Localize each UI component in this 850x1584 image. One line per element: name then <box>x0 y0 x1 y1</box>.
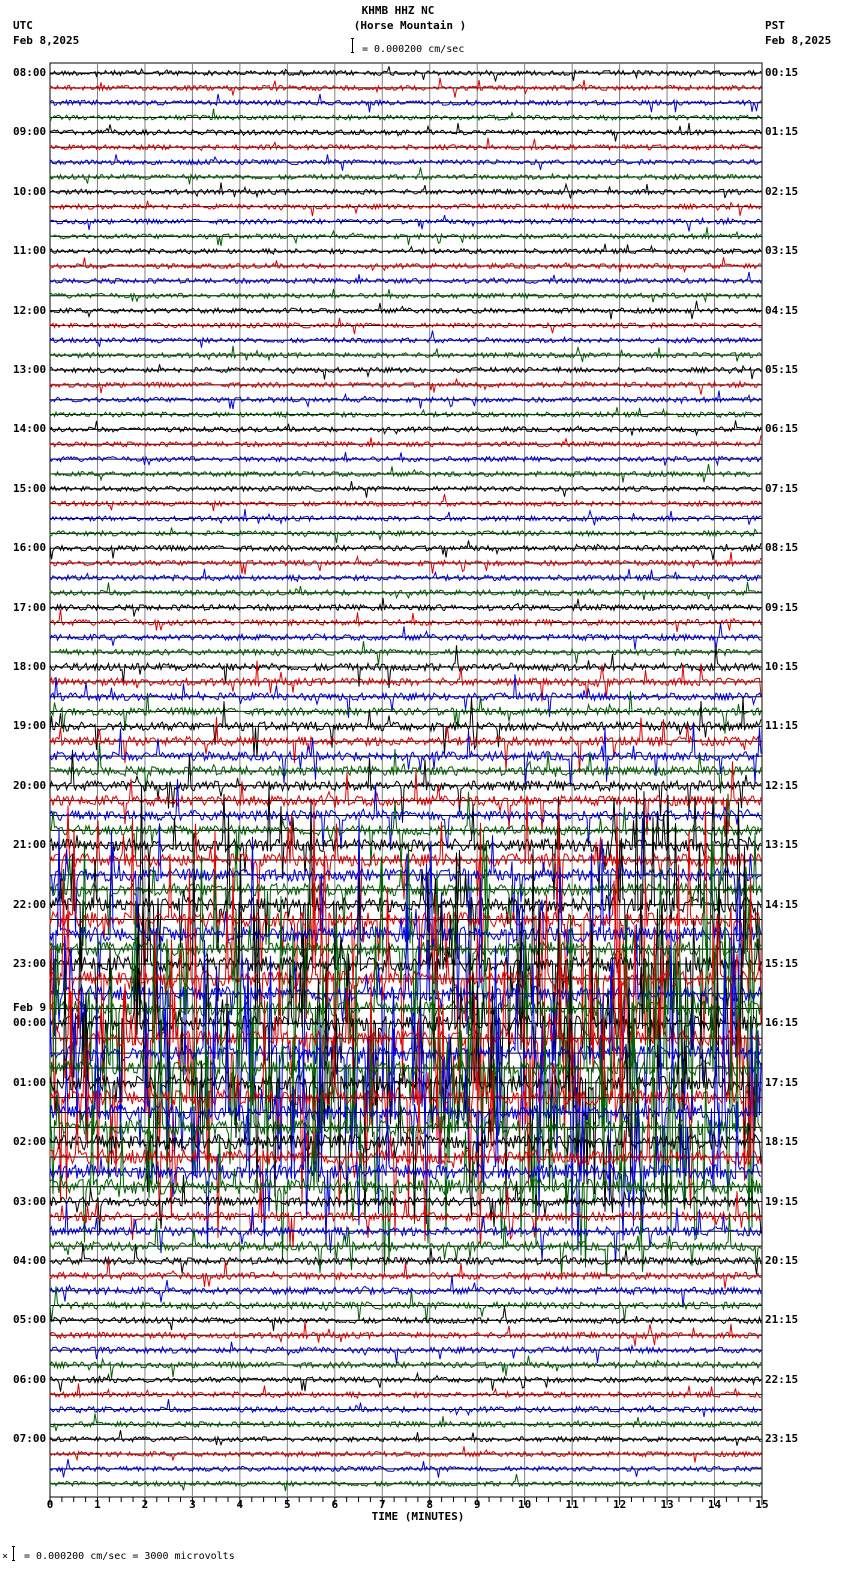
x-tick-label: 4 <box>236 1498 244 1511</box>
pst-hour-label: 22:15 <box>765 1372 799 1386</box>
scale-bar-icon <box>351 38 354 53</box>
pst-hour-label: 00:15 <box>765 66 799 79</box>
x-tick-label: 10 <box>518 1498 532 1511</box>
utc-hour-label: 19:00 <box>13 719 47 733</box>
pst-hour-label: 05:15 <box>765 363 799 376</box>
x-axis-title: TIME (MINUTES) <box>371 1510 465 1523</box>
utc-hour-label: 04:00 <box>13 1254 47 1267</box>
utc-hour-label: 13:00 <box>13 363 47 376</box>
x-tick-label: 3 <box>189 1498 196 1511</box>
utc-hour-label: 10:00 <box>13 184 47 198</box>
x-tick-label: 1 <box>94 1498 101 1511</box>
utc-hour-label: 14:00 <box>13 422 47 436</box>
utc-hour-label: 12:00 <box>13 303 47 317</box>
pst-hour-label: 09:15 <box>765 600 799 614</box>
pst-hour-label: 17:15 <box>765 1075 799 1089</box>
pst-hour-label: 04:15 <box>765 303 799 317</box>
pst-hour-label: 19:15 <box>765 1194 799 1208</box>
left-timezone: UTC <box>13 19 33 32</box>
pst-hour-label: 11:15 <box>765 719 799 733</box>
pst-hour-label: 08:15 <box>765 541 799 555</box>
utc-hour-label: 11:00 <box>13 244 47 258</box>
x-tick-label: 14 <box>707 1498 722 1511</box>
date-change-label: Feb 9 <box>13 1001 47 1015</box>
pst-hour-label: 20:15 <box>765 1254 799 1267</box>
utc-hour-label: 03:00 <box>13 1194 47 1208</box>
utc-hour-label: 17:00 <box>13 600 47 614</box>
utc-hour-label: 18:00 <box>13 660 47 673</box>
x-tick-label: 6 <box>331 1498 339 1511</box>
utc-hour-label: 06:00 <box>13 1372 47 1386</box>
utc-hour-label: 05:00 <box>13 1313 47 1327</box>
pst-hour-label: 21:15 <box>765 1313 799 1327</box>
utc-hour-label: 09:00 <box>13 125 47 139</box>
pst-hour-label: 12:15 <box>765 778 799 792</box>
pst-hour-label: 01:15 <box>765 125 799 139</box>
pst-hour-label: 02:15 <box>765 184 799 198</box>
x-tick-label: 5 <box>284 1498 291 1511</box>
right-timezone: PST <box>765 19 785 32</box>
pst-hour-label: 10:15 <box>765 660 799 673</box>
station-title: KHMB HHZ NC <box>361 4 435 17</box>
x-tick-label: 13 <box>660 1498 674 1511</box>
utc-hour-label: 20:00 <box>13 778 47 792</box>
utc-hour-label: 22:00 <box>13 897 47 911</box>
utc-hour-label: 08:00 <box>13 66 47 79</box>
footer-marker: × <box>2 1551 9 1562</box>
utc-hour-label: 07:00 <box>13 1432 47 1446</box>
pst-hour-label: 18:15 <box>765 1135 799 1149</box>
right-date: Feb 8,2025 <box>765 34 832 47</box>
x-tick-label: 12 <box>612 1498 627 1511</box>
x-tick-label: 2 <box>141 1498 149 1511</box>
station-location: (Horse Mountain ) <box>353 19 467 32</box>
footer-scale-label: = 0.000200 cm/sec = 3000 microvolts <box>24 1551 235 1562</box>
utc-hour-label: 01:00 <box>13 1075 47 1089</box>
x-tick-label: 11 <box>565 1498 579 1511</box>
x-tick-label: 15 <box>755 1498 769 1511</box>
pst-hour-label: 14:15 <box>765 897 799 911</box>
utc-hour-label: 15:00 <box>13 481 47 495</box>
utc-hour-label: 00:00 <box>13 1016 47 1030</box>
x-tick-label: 7 <box>378 1498 386 1511</box>
left-date: Feb 8,2025 <box>13 34 80 47</box>
x-tick-label: 9 <box>473 1498 481 1511</box>
x-tick-label: 0 <box>46 1498 54 1511</box>
utc-hour-label: 16:00 <box>13 541 47 555</box>
pst-hour-label: 06:15 <box>765 422 799 436</box>
pst-hour-label: 16:15 <box>765 1016 799 1030</box>
utc-hour-label: 21:00 <box>13 838 47 852</box>
pst-hour-label: 23:15 <box>765 1432 799 1446</box>
footer-scale-bar-icon <box>12 1546 15 1561</box>
pst-hour-label: 07:15 <box>765 481 799 495</box>
x-tick-label: 8 <box>426 1498 434 1511</box>
pst-hour-label: 15:15 <box>765 957 799 970</box>
scale-label: = 0.000200 cm/sec <box>362 44 465 55</box>
utc-hour-label: 23:00 <box>13 957 47 970</box>
pst-hour-label: 03:15 <box>765 244 799 258</box>
utc-hour-label: 02:00 <box>13 1135 47 1149</box>
pst-hour-label: 13:15 <box>765 838 799 852</box>
